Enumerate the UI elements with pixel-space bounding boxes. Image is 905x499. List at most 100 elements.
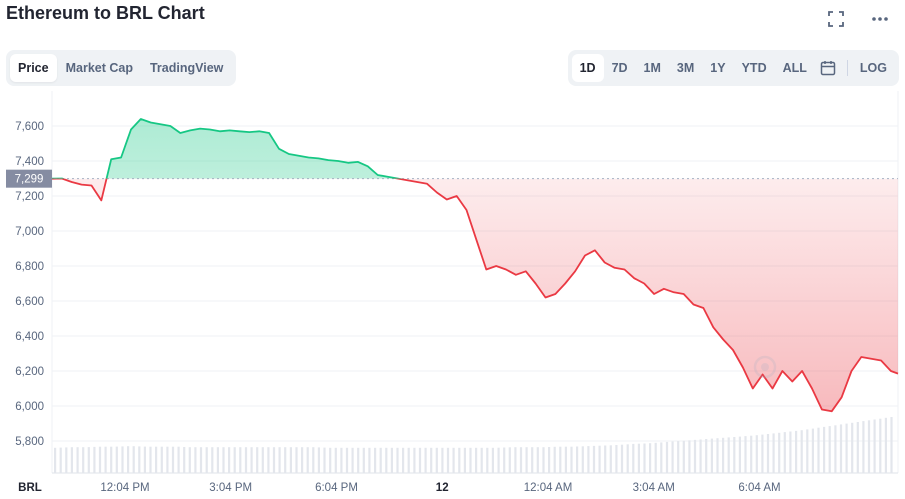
volume-bar	[766, 434, 770, 473]
price-line	[51, 118, 899, 413]
volume-bar	[665, 441, 669, 473]
volume-bar	[862, 421, 865, 473]
range-1m[interactable]: 1M	[643, 61, 661, 75]
volume-bar	[98, 446, 102, 473]
range-3m[interactable]: 3M	[676, 61, 695, 75]
volume-bar	[345, 447, 349, 473]
volume-bar	[211, 447, 214, 473]
volume-bar	[452, 447, 455, 473]
volume-bar	[54, 447, 57, 473]
volume-bar	[65, 447, 68, 473]
volume-bar	[334, 447, 337, 473]
volume-bar	[587, 446, 590, 473]
top-actions	[825, 8, 891, 30]
price-areas	[52, 119, 898, 412]
volume-bar	[620, 444, 624, 473]
volume-bar	[390, 447, 393, 473]
volume-bar	[413, 447, 416, 473]
x-axis: BRL 12:04 PM 3:04 PM 6:04 PM 12 12:04 AM 3:04 …	[18, 482, 780, 494]
range-all[interactable]: ALL	[782, 61, 807, 75]
volume-bar	[199, 447, 203, 473]
volume-bar	[441, 447, 444, 473]
volume-bar	[430, 447, 433, 473]
volume-bar	[778, 432, 781, 473]
volume-bar	[716, 438, 719, 473]
tab-price[interactable]: Price	[10, 54, 57, 82]
volume-bar	[396, 447, 399, 473]
tab-market-cap[interactable]: Market Cap	[65, 61, 133, 75]
volume-bar	[772, 433, 775, 473]
volume-bar	[491, 447, 494, 473]
volume-bar	[828, 426, 831, 473]
volume-bar	[70, 447, 73, 473]
volume-bar	[402, 447, 405, 473]
volume-bar	[82, 447, 85, 473]
volume-bar	[795, 430, 798, 473]
volume-bar	[59, 447, 62, 473]
y-tick-label: 6,800	[15, 261, 44, 273]
volume-bar	[823, 426, 826, 473]
range-divider	[846, 60, 848, 76]
volume-bar	[463, 447, 466, 473]
volume-bar	[643, 443, 646, 473]
volume-bar	[867, 420, 871, 473]
page-title: Ethereum to BRL Chart	[6, 3, 205, 23]
chart-type-tabs: Price Market Cap TradingView	[6, 50, 237, 86]
volume-bar	[649, 443, 652, 473]
volume-bar	[806, 429, 809, 473]
volume-bar	[688, 440, 691, 473]
volume-bar	[632, 443, 635, 473]
range-ytd[interactable]: YTD	[741, 61, 767, 75]
volume-bar	[514, 447, 517, 473]
calendar-icon[interactable]	[817, 57, 839, 79]
volume-bar	[884, 417, 887, 473]
price-line-up	[51, 118, 404, 179]
volume-bar	[789, 431, 792, 473]
log-toggle[interactable]: LOG	[859, 61, 887, 75]
volume-bar	[615, 445, 618, 473]
y-tick-label: 6,600	[15, 296, 44, 308]
volume-bar	[446, 447, 450, 473]
volume-bar	[671, 441, 674, 473]
volume-bar	[301, 447, 304, 473]
volume-bar	[564, 446, 567, 473]
volume-bar	[525, 447, 528, 473]
currency-label: BRL	[18, 482, 42, 494]
time-range-selector: 1D 7D 1M 3M 1Y YTD ALL LOG	[567, 50, 899, 86]
volume-bar	[374, 447, 377, 473]
volume-bar	[598, 445, 601, 473]
volume-bar	[233, 447, 236, 473]
volume-bar	[873, 419, 876, 473]
volume-bar	[284, 447, 287, 473]
volume-bar	[536, 447, 539, 473]
y-tick-label: 6,000	[15, 401, 44, 413]
volume-bar	[256, 447, 259, 473]
volume-bar	[480, 447, 483, 473]
volume-bar	[475, 447, 478, 473]
more-icon[interactable]	[869, 8, 891, 30]
volume-bar	[222, 447, 225, 473]
volume-bar	[553, 446, 556, 473]
expand-icon[interactable]	[825, 8, 847, 30]
volume-bar	[289, 447, 292, 473]
range-1d[interactable]: 1D	[571, 54, 604, 82]
y-tick-label: 5,800	[15, 436, 44, 448]
tab-tradingview[interactable]: TradingView	[149, 61, 224, 75]
volume-bar	[357, 447, 360, 473]
volume-bar	[76, 447, 79, 473]
volume-bar	[87, 447, 90, 473]
range-7d[interactable]: 7D	[611, 61, 628, 75]
volume-bar	[155, 446, 158, 473]
volume-bar	[143, 446, 146, 473]
volume-bar	[418, 447, 422, 473]
volume-bar	[424, 447, 427, 473]
volume-bar	[508, 447, 511, 473]
range-1y[interactable]: 1Y	[710, 61, 726, 75]
volume-bar	[800, 430, 803, 473]
volume-bar	[755, 435, 758, 473]
volume-bar	[138, 446, 141, 473]
reference-tag-bg	[6, 169, 52, 188]
volume-bar	[110, 446, 113, 473]
volume-bar	[486, 447, 489, 473]
